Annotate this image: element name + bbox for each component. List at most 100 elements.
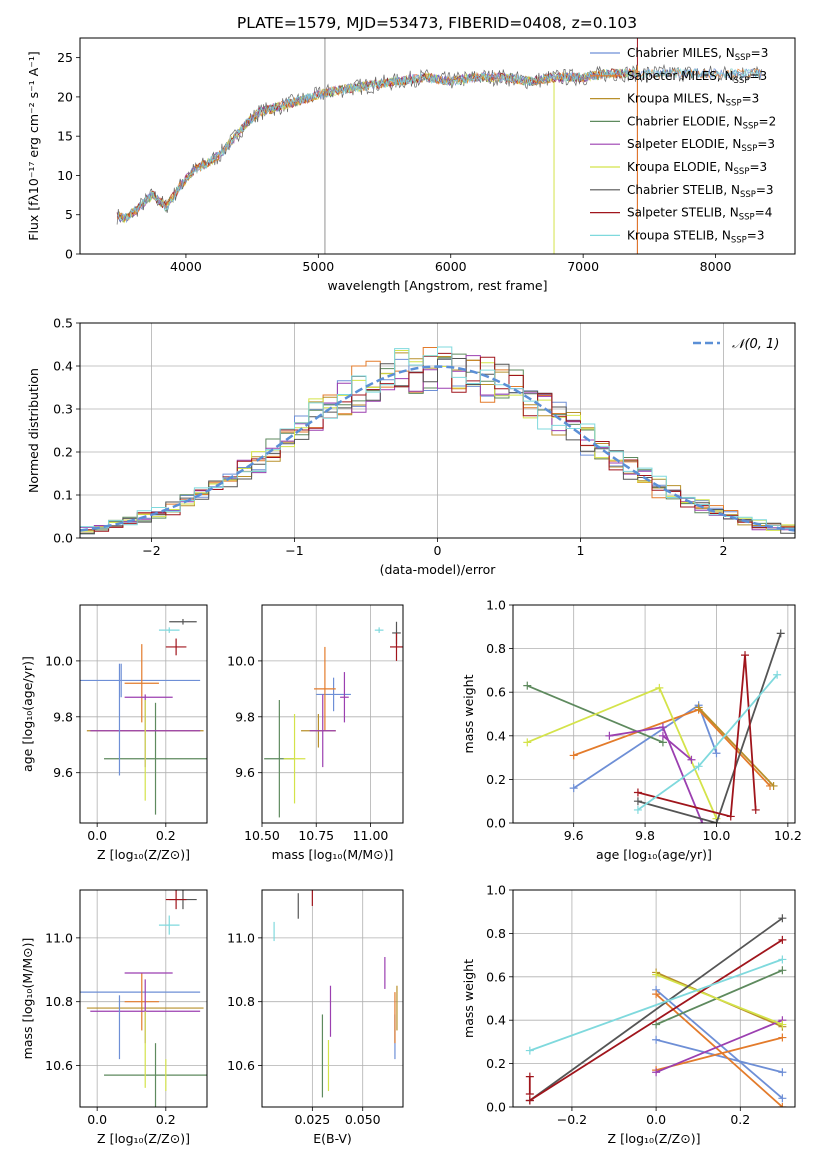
spectrum-line-krou_miles	[116, 67, 637, 223]
axes-frame	[79, 37, 796, 255]
x-tick-label: 10.75	[298, 828, 334, 843]
weight-marker-krou_miles	[694, 703, 703, 712]
y-tick-label: 5	[65, 207, 73, 222]
weight-marker-salp_elodie	[658, 731, 667, 740]
weight-marker-salp_stelib	[525, 1089, 534, 1098]
plot-area	[523, 629, 785, 823]
axes-frame	[79, 889, 208, 1108]
weight-line-chab_elodie	[655, 969, 783, 1026]
weight-marker-chab_stelib	[778, 914, 787, 923]
x-tick-label: −2	[142, 543, 160, 558]
legend-label-krou_miles: Kroupa MILES, NSSP=3	[627, 92, 759, 109]
x-tick-label: 0.0	[87, 828, 107, 843]
plot-area	[273, 890, 398, 1098]
plot-area	[80, 890, 207, 1107]
panel-z_mass: 0.0 0.2 10.6 10.8 11.0 Z [log₁₀(Z/Z⊙)] mass [l…	[20, 889, 208, 1146]
weight-marker-chab_elodie	[652, 1020, 661, 1029]
y-tick-label: 0.8	[486, 926, 506, 941]
spectrum-line-chab_elodie	[116, 68, 637, 223]
weight-marker-krou_elodie	[523, 738, 532, 747]
x-tick-label: 0.2	[156, 828, 176, 843]
axes-frame	[512, 889, 796, 1108]
y-tick-label: 10.6	[227, 1058, 255, 1073]
x-tick-label: 5000	[302, 259, 334, 274]
x-tick-label: 10.50	[244, 828, 280, 843]
weight-marker-chab_miles	[652, 1035, 661, 1044]
axes-frame	[79, 604, 208, 824]
y-tick-label: 0.2	[486, 1056, 506, 1071]
plot-area	[525, 914, 787, 1107]
y-tick-label: 25	[57, 50, 73, 65]
weight-line-salp_elodie	[662, 735, 693, 761]
weight-line-salp_stelib	[529, 939, 783, 1102]
legend-label-gaussian: 𝒩(0, 1)	[732, 337, 779, 352]
weight-marker-krou_miles	[769, 781, 778, 790]
spectrum-line-krou_elodie	[116, 68, 637, 224]
weight-line-krou_stelib	[637, 674, 778, 811]
weight-marker-salp_miles	[569, 751, 578, 760]
weight-marker-salp_elodie	[658, 723, 667, 732]
legend-label-salp_stelib: Salpeter STELIB, NSSP=4	[627, 206, 772, 223]
panel-age_weight: 9.6 9.8 10.0 10.2 0.0 0.2 0.4 0.6 0.8 1.0 age [log…	[461, 598, 802, 863]
legend-label-salp_miles: Salpeter MILES, NSSP=3	[627, 69, 767, 86]
weight-line-chab_miles	[655, 989, 783, 1099]
x-tick-label: 0.050	[345, 1112, 381, 1127]
y-tick-label: 11.0	[45, 930, 73, 945]
x-tick-label: 8000	[700, 259, 732, 274]
y-tick-label: 0.6	[486, 685, 506, 700]
plot-area	[116, 38, 763, 254]
x-tick-label: 0.2	[730, 1112, 750, 1127]
weight-line-salp_miles	[655, 1036, 783, 1071]
x-axis-label: mass [log₁₀(M/M⊙)]	[272, 847, 394, 862]
y-tick-label: 0.1	[53, 488, 73, 503]
y-axis-label: mass weight	[461, 959, 476, 1038]
y-axis-label: age [log₁₀(age/yr)]	[20, 656, 35, 772]
weight-line-krou_elodie	[526, 686, 718, 819]
weight-line-chab_miles	[655, 1038, 783, 1074]
legend-label-krou_elodie: Kroupa ELODIE, NSSP=3	[627, 160, 767, 177]
weight-line-salp_miles	[655, 993, 783, 1107]
x-tick-label: −0.2	[557, 1112, 587, 1127]
x-axis-label: E(B-V)	[313, 1131, 352, 1146]
x-axis-label: (data-model)/error	[380, 562, 497, 577]
weight-line-krou_stelib	[529, 958, 783, 1052]
y-tick-label: 9.8	[53, 709, 73, 724]
weight-marker-salp_miles	[778, 1103, 787, 1107]
legend-label-chab_miles: Chabrier MILES, NSSP=3	[627, 46, 768, 63]
weight-marker-chab_miles	[569, 784, 578, 793]
figure-title: PLATE=1579, MJD=53473, FIBERID=0408, z=0…	[237, 14, 637, 32]
legend-label-krou_stelib: Kroupa STELIB, NSSP=3	[627, 228, 765, 245]
weight-marker-salp_stelib	[726, 812, 735, 821]
y-tick-label: 0.3	[53, 402, 73, 417]
y-tick-label: 0.2	[53, 445, 73, 460]
y-tick-label: 0.4	[53, 359, 73, 374]
weight-marker-chab_elodie	[778, 966, 787, 975]
weight-line-salp_stelib	[637, 655, 757, 818]
weight-marker-krou_stelib	[694, 762, 703, 771]
weight-marker-salp_miles	[652, 990, 661, 999]
y-axis-label: Normed distribution	[26, 368, 41, 493]
y-tick-label: 9.6	[53, 765, 73, 780]
y-tick-label: 0.0	[486, 816, 506, 831]
x-tick-label: 4000	[170, 259, 202, 274]
x-axis-label: Z [log₁₀(Z/Z⊙)]	[97, 1131, 190, 1146]
x-tick-label: 0.0	[87, 1112, 107, 1127]
weight-marker-krou_elodie	[778, 1020, 787, 1029]
panel-ebv_mass: 0.025 0.050 10.6 10.8 11.0 E(B-V)	[227, 889, 404, 1146]
panel-residuals: −2 −1 0 1 2 0.0 0.1 0.2 0.3 0.4 0.5 (data-model)/er…	[26, 316, 796, 577]
weight-marker-salp_stelib	[633, 788, 642, 797]
y-tick-label: 10.0	[227, 653, 255, 668]
weight-marker-salp_stelib	[525, 1072, 534, 1081]
histogram-chab_stelib	[80, 358, 795, 535]
legend-label-salp_elodie: Salpeter ELODIE, NSSP=3	[627, 137, 775, 154]
weight-marker-salp_stelib	[778, 935, 787, 944]
x-tick-label: 0.0	[646, 1112, 666, 1127]
axes-frame	[79, 322, 796, 539]
panel-spectrum: 4000 5000 6000 7000 8000 0 5 10 15 20 25 wavelength…	[26, 37, 796, 293]
y-tick-label: 20	[57, 89, 73, 104]
y-tick-label: 10.0	[45, 653, 73, 668]
weight-marker-krou_elodie	[652, 970, 661, 979]
spectrum-line-salp_stelib	[116, 68, 637, 222]
weight-marker-chab_miles	[712, 749, 721, 758]
weight-marker-krou_stelib	[773, 670, 782, 679]
